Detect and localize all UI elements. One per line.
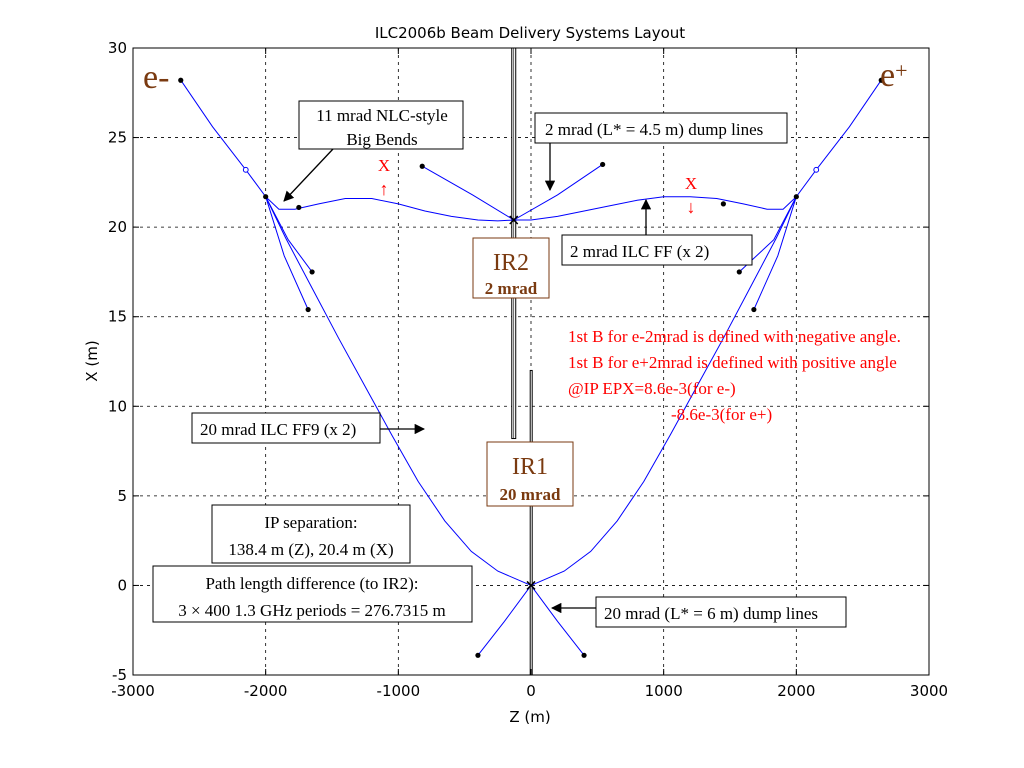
beamline-series-8: [421, 165, 515, 221]
beamline-series-3: [513, 196, 797, 221]
y-tick-label: 25: [108, 129, 127, 147]
point-marker: [296, 204, 302, 211]
x-tick-label: 3000: [910, 682, 948, 700]
point-marker: [581, 652, 587, 658]
e-plus-label: e+: [880, 57, 908, 94]
detector-outline: [529, 369, 533, 676]
point-marker: [751, 306, 757, 313]
path-line2: 3 × 400 1.3 GHz periods = 276.7315 m: [178, 601, 446, 620]
dump2-label: 2 mrad (L* = 4.5 m) dump lines: [545, 120, 763, 139]
point-marker: [305, 306, 311, 313]
e-plus-base: e: [880, 57, 895, 94]
y-tick-label: 5: [117, 487, 127, 505]
beamline-series-2: [265, 196, 514, 222]
red-note-2: 1st B for e+2mrad is defined with positi…: [568, 353, 897, 372]
detectors: [511, 47, 533, 676]
axis-ticks: -3000 -2000 -1000 0 1000 2000 3000 -5 0 5 10 15 20 25…: [108, 39, 948, 700]
y-tick-label: -5: [112, 666, 127, 684]
point-marker: [720, 201, 726, 207]
beamline-series-11: [530, 585, 585, 656]
down-arrow-glyph: ↓: [687, 197, 696, 217]
beamline-series-5: [265, 196, 309, 310]
beamline-series-10: [477, 585, 532, 656]
dump20-box: [595, 596, 847, 628]
x-mark-right: X: [685, 174, 697, 193]
open-marker: [242, 166, 249, 173]
beamline-series-7: [753, 196, 797, 310]
ff20-label: 20 mrad ILC FF9 (x 2): [200, 420, 356, 439]
big-bends-arrow: [283, 148, 334, 202]
x-tick-label: -1000: [377, 682, 421, 700]
ip-marker: [509, 215, 519, 225]
x-mark-left: X: [378, 156, 390, 175]
x-tick-label: 2000: [777, 682, 815, 700]
point-marker: [178, 77, 184, 83]
ir1-name: IR1: [512, 454, 548, 480]
x-tick-label: 0: [526, 682, 536, 700]
point-marker: [736, 269, 742, 275]
point-marker: [263, 194, 269, 200]
y-axis-label: X (m): [83, 340, 101, 381]
ff2-box: [561, 234, 753, 266]
ipsep-box: [211, 504, 411, 564]
ir2-box: [472, 237, 550, 299]
ir2-name: IR2: [493, 250, 529, 276]
ir1-box: [486, 441, 574, 507]
ipsep-line1: IP separation:: [264, 513, 357, 532]
open-marker: [813, 166, 820, 173]
path-line1: Path length difference (to IR2):: [205, 574, 418, 593]
dump20-label: 20 mrad (L* = 6 m) dump lines: [604, 604, 818, 623]
point-marker: [600, 161, 606, 168]
ip-marker: [526, 580, 536, 590]
beamline-series-0: [180, 79, 532, 586]
beamline-series-4: [265, 196, 313, 273]
e-minus-label: e-: [143, 59, 169, 96]
point-marker: [878, 77, 884, 83]
y-tick-label: 0: [117, 576, 127, 594]
ipsep-line2: 138.4 m (Z), 20.4 m (X): [228, 540, 393, 559]
red-note-4: -8.6e-3(for e+): [671, 405, 772, 424]
dump2-box: [534, 112, 788, 144]
ir2-angle: 2 mrad: [485, 279, 538, 298]
y-tick-label: 20: [108, 218, 127, 236]
ir1-angle: 20 mrad: [500, 485, 561, 504]
x-tick-label: -2000: [244, 682, 288, 700]
point-marker: [419, 163, 425, 169]
x-axis-label: Z (m): [509, 708, 550, 726]
up-arrow-glyph: ↑: [380, 179, 389, 199]
big-bends-line1: 11 mrad NLC-style: [316, 106, 448, 125]
point-marker: [475, 652, 481, 658]
x-tick-label: 1000: [645, 682, 683, 700]
big-bends-line2: Big Bends: [346, 130, 417, 149]
x-tick-label: -3000: [111, 682, 155, 700]
ff20-box: [191, 412, 381, 444]
ff2-label: 2 mrad ILC FF (x 2): [570, 242, 709, 261]
chart-title: ILC2006b Beam Delivery Systems Layout: [375, 24, 685, 42]
y-tick-label: 30: [108, 39, 127, 57]
red-note-1: 1st B for e-2mrad is defined with negati…: [568, 327, 901, 346]
path-box: [152, 565, 473, 623]
point-marker: [309, 269, 315, 275]
y-tick-label: 15: [108, 308, 127, 326]
red-note-3: @IP EPX=8.6e-3(for e-): [568, 379, 736, 398]
beamlines: [180, 79, 882, 656]
beamline-series-1: [530, 79, 882, 586]
beamline-series-9: [513, 163, 603, 221]
markers: [178, 77, 884, 658]
point-marker: [793, 194, 799, 200]
y-tick-label: 10: [108, 397, 127, 415]
big-bends-box: [298, 100, 464, 150]
e-plus-sup: +: [895, 58, 907, 83]
